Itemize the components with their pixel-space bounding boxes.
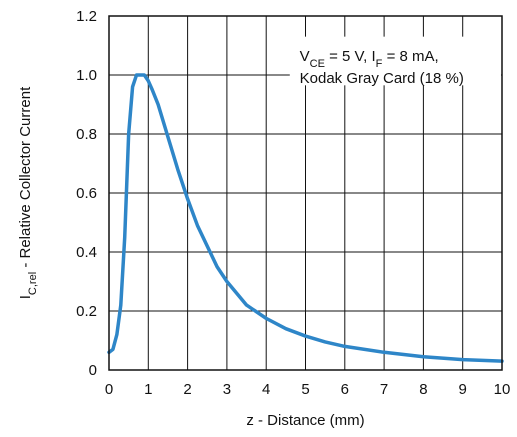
- x-tick-label: 4: [262, 381, 270, 398]
- y-tick-label: 1.0: [76, 67, 97, 84]
- x-axis-ticks: 0 1 2 3 4 5 6 7 8 9 10: [105, 381, 511, 398]
- y-tick-label: 0.8: [76, 126, 97, 143]
- x-tick-label: 7: [380, 381, 388, 398]
- series-line: [107, 73, 504, 363]
- y-axis-label: IC,rel - Relative Collector Current: [17, 86, 39, 299]
- annotation-background: [289, 36, 501, 86]
- y-label-subscript: C,rel: [27, 272, 39, 295]
- x-tick-label: 6: [341, 381, 349, 398]
- annotation-box: VCE = 5 V, IF = 8 mA, Kodak Gray Card (1…: [289, 36, 501, 87]
- y-tick-label: 0.6: [76, 185, 97, 202]
- annotation-text: = 8 mA,: [382, 48, 438, 65]
- y-tick-label: 1.2: [76, 8, 97, 25]
- annotation-subscript: F: [376, 58, 383, 70]
- annotation-subscript: CE: [310, 58, 325, 70]
- x-tick-label: 8: [419, 381, 427, 398]
- x-tick-label: 0: [105, 381, 113, 398]
- annotation-text: = 5 V, I: [325, 48, 376, 65]
- x-tick-label: 1: [144, 381, 152, 398]
- y-tick-label: 0.2: [76, 303, 97, 320]
- x-tick-label: 2: [183, 381, 191, 398]
- x-tick-label: 5: [301, 381, 309, 398]
- x-tick-label: 9: [459, 381, 467, 398]
- y-tick-label: 0.4: [76, 244, 97, 261]
- y-tick-label: 0: [89, 362, 97, 379]
- x-tick-label: 10: [494, 381, 511, 398]
- x-tick-label: 3: [223, 381, 231, 398]
- annotation-line-1: VCE = 5 V, IF = 8 mA,: [300, 48, 439, 70]
- series-layer: [107, 73, 504, 363]
- y-axis-ticks: 0 0.2 0.4 0.6 0.8 1.0 1.2: [76, 8, 97, 379]
- y-label-text: - Relative Collector Current: [17, 86, 34, 272]
- annotation-text: V: [300, 48, 310, 65]
- plot-frame: [108, 15, 503, 371]
- x-axis-label: z - Distance (mm): [246, 412, 364, 429]
- y-label-symbol: I: [17, 295, 34, 299]
- annotation-line-2: Kodak Gray Card (18 %): [300, 70, 464, 87]
